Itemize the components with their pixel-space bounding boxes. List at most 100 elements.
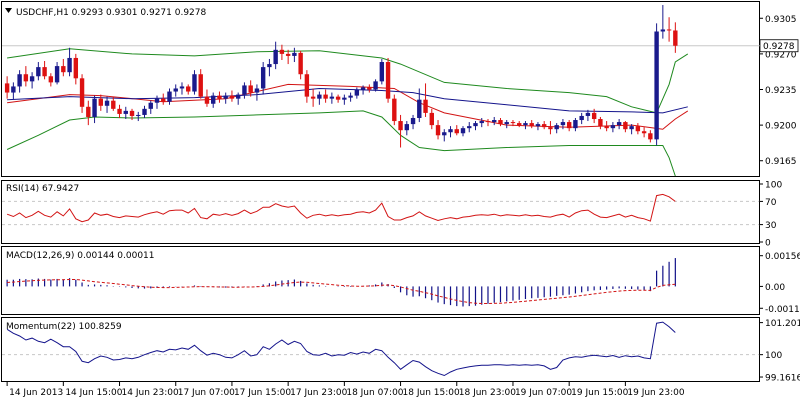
candle-body-bull [254,88,260,93]
candle-body-bull [242,85,247,95]
candle-body-bull [523,123,528,126]
momentum-tick-label: 99.1616 [765,374,800,384]
candle-body-bull [292,52,297,56]
candle-body-bull [267,64,272,68]
candle-body-bull [473,123,478,127]
time-tick-label: 18 Jun 23:00 [459,388,516,398]
candle-body-bear [79,78,85,107]
candle-body-bear [73,57,79,79]
rsi-tick-label: 0 [765,239,771,249]
candle-body-bull [173,88,178,92]
time-tick-label: 18 Jun 15:00 [403,388,460,398]
candle-body-bear [111,100,116,109]
triangle-down-icon[interactable] [5,8,12,13]
candle-body-bear [98,98,103,106]
candle-body-bear [298,52,303,75]
macd-panel-frame [1,246,760,315]
candle-body-bull [404,124,410,131]
candle-body-bear [454,129,459,134]
candle-body-bear [541,124,547,128]
macd-signal-line [7,279,676,304]
candle-body-bull [373,81,378,90]
candle-body-bull [123,110,128,114]
momentum-tick-label: 101.2019 [765,319,800,329]
candle-body-bull [560,122,566,126]
candle-body-bear [591,112,597,120]
candle-body-bull [260,67,266,89]
rsi-plot [2,193,760,226]
price-tick-label: 0.9165 [765,157,797,167]
candle-body-bull [467,126,472,129]
macd-plot [6,258,676,307]
price-tick-label: 0.9270 [765,50,797,60]
candle-body-bull [348,95,353,98]
candle-body-bull [448,129,453,133]
time-tick-label: 17 Jun 07:00 [178,388,235,398]
candle-body-bull [92,98,97,117]
candle-body-bear [566,122,572,129]
macd-tick-label: 0.00156 [765,252,800,262]
current-price-tag [759,39,799,53]
candle-body-bull [148,102,153,109]
candle-body-bear [517,123,522,126]
candle-body-bear [304,74,310,97]
candle-body-bull [417,99,422,118]
candle-body-bear [648,133,653,140]
rsi-line [6,193,676,223]
candle-body-bear [285,53,291,56]
candle-body-bull [354,89,360,96]
candle-body-bull [192,74,197,92]
candle-body-bear [48,76,54,83]
price-y-axis: 0.9305 0.9270 0.9235 0.9200 0.9165 0.9278 [759,15,799,167]
candle-body-bull [442,132,447,136]
candle-body-bull [379,62,385,82]
candle-body-bear [186,86,191,92]
candle-body-bear [392,98,397,122]
candle-body-bull [29,76,35,82]
candle-body-bear [423,99,428,113]
candle-body-bear [641,131,647,134]
rsi-label: RSI(14) 67.9427 [6,184,79,194]
candle-body-bull [479,121,484,124]
candle-body-bear [61,66,66,73]
candle-body-bear [310,96,316,99]
candle-body-bull [360,87,366,90]
momentum-panel-frame [1,317,760,382]
candle-body-bear [635,126,641,132]
candle-body-bear [548,127,553,130]
momentum-label: Momentum(22) 100.8259 [6,322,122,332]
candle-body-bear [204,96,210,104]
candle-body-bear [42,67,47,77]
candle-body-bull [17,74,22,87]
momentum-line [6,321,676,377]
candle-body-bear [485,121,491,123]
candle-body-bear [385,62,391,99]
candle-body-bull [136,114,141,116]
price-tick-label: 0.9305 [765,15,797,25]
candle-body-bear [623,122,628,130]
candle-body-bull [660,29,666,32]
candle-body-bear [323,94,328,99]
rsi-tick-label: 70 [765,198,777,208]
candle-body-bull [654,31,659,140]
macd-tick-label: 0.00 [765,283,785,293]
time-tick-label: 19 Jun 23:00 [627,388,684,398]
time-tick-label: 14 Jun 23:00 [122,388,179,398]
candle-body-bear [510,122,516,124]
candle-body-bull [67,57,72,73]
candle-body-bear [23,74,29,82]
candle-body-bear [4,83,10,93]
candle-body-bear [335,96,341,100]
candle-body-bear [248,85,253,93]
candle-body-bear [435,125,441,136]
rsi-tick-label: 30 [765,221,777,231]
candle-body-bull [167,91,172,102]
time-x-axis: 14 Jun 2013 14 Jun 15:00 14 Jun 23:00 17 Ju… [6,382,685,398]
candle-body-bull [142,108,147,115]
candle-body-bull [235,94,241,99]
rsi-tick-label: 100 [765,181,782,191]
